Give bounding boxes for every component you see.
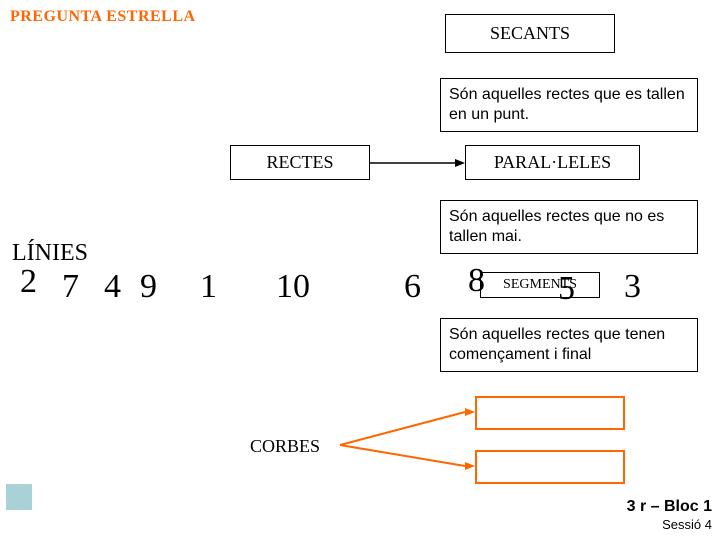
arrow-rectes-paralleles [370,155,465,175]
countdown-number: 6 [404,268,421,306]
paralleles-desc: Són aquelles rectes que no es tallen mai… [440,200,698,254]
footer-main: 3 r – Bloc 1 [627,498,712,516]
rectes-box: RECTES [230,145,370,180]
countdown-number: 5 [558,270,575,308]
secants-desc: Són aquelles rectes que es tallen en un … [440,78,698,132]
decorative-square [6,484,32,510]
countdown-number: 7 [62,268,79,306]
countdown-number: 10 [276,268,310,306]
countdown-number: 3 [624,268,641,306]
corbes-arrows [340,400,480,480]
corbes-box: CORBES [230,430,340,463]
secants-box: SECANTS [445,14,615,53]
countdown-number: 4 [104,268,121,306]
segments-desc: Són aquelles rectes que tenen començamen… [440,318,698,372]
countdown-number: 2 [20,263,37,301]
orange-box-1 [475,396,625,430]
header-title: PREGUNTA ESTRELLA [10,8,196,26]
countdown-number: 8 [468,262,485,300]
footer-sub: Sessió 4 [662,517,712,532]
countdown-number: 1 [200,268,217,306]
orange-box-2 [475,450,625,484]
paralleles-box: PARAL·LELES [465,145,640,180]
countdown-number: 9 [140,268,157,306]
segments-box: SEGMENTS [480,272,600,298]
